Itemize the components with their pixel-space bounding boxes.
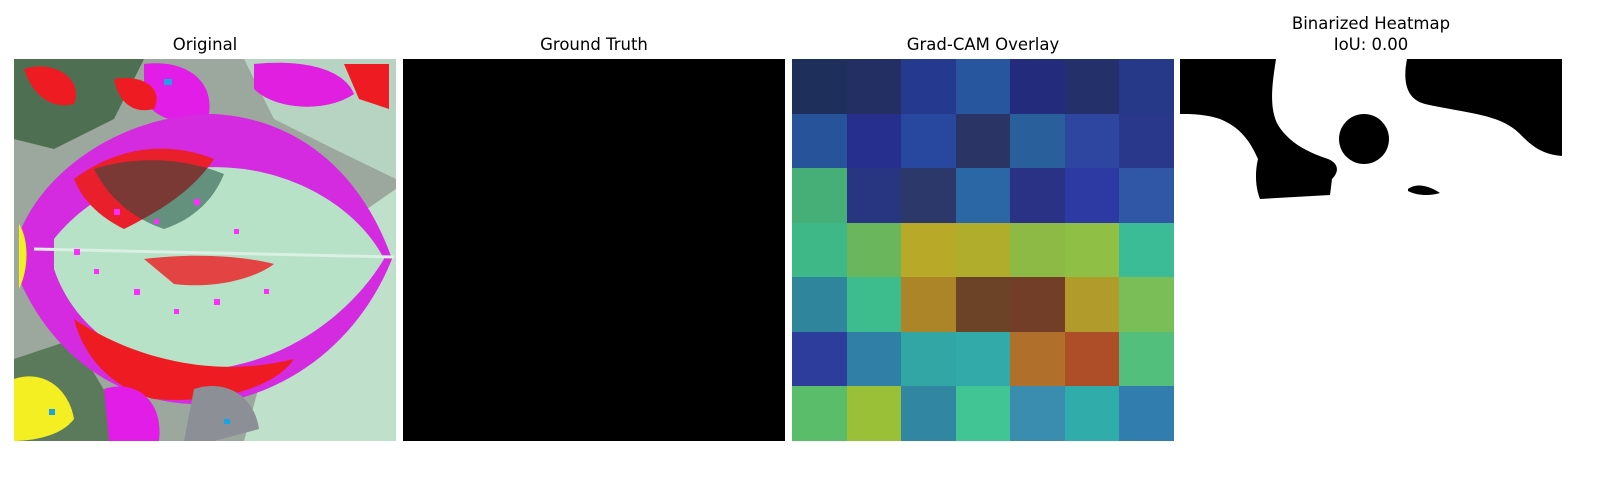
heatmap-cell [1064,331,1120,387]
heatmap-cell [1119,113,1174,169]
heatmap-cell [901,168,956,223]
heatmap-cell [955,168,1011,223]
heatmap-cell [1010,331,1065,387]
original-image [14,59,396,441]
heatmap-cell [1064,59,1120,114]
ground-truth-mask [403,59,785,441]
heatmap-cell [955,113,1011,169]
heatmap-cell [1119,386,1174,441]
heatmap-cell [846,386,902,441]
panel-gradcam: Grad-CAM Overlay [792,0,1174,500]
heatmap-cell [1119,277,1174,332]
iou-label: IoU: 0.00 [1333,35,1409,54]
heatmap-cell [792,168,847,223]
gradcam-heatmap [792,59,1174,441]
heatmap-cell [1064,386,1120,441]
heatmap-cell [955,222,1011,278]
heatmap-cell [846,277,902,332]
heatmap-cell [1064,113,1120,169]
heatmap-cell [955,277,1011,332]
heatmap-cell [1064,168,1120,223]
panel-title: Original [172,35,238,54]
heatmap-cell [792,222,847,278]
heatmap-cell [901,331,956,387]
panel-title: Grad-CAM Overlay [906,35,1060,54]
heatmap-cell [1119,59,1174,114]
heatmap-cell [1119,168,1174,223]
heatmap-cell [1119,222,1174,278]
heatmap-cell [846,222,902,278]
heatmap-cell [792,59,847,114]
panel-title: Binarized Heatmap [1291,14,1451,33]
heatmap-cell [955,59,1011,114]
heatmap-cell [1064,222,1120,278]
heatmap-cell [1064,277,1120,332]
heatmap-cell [901,113,956,169]
heatmap-cell [1010,222,1065,278]
heatmap-cell [1119,331,1174,387]
heatmap-cell [846,168,902,223]
binarized-mask [1180,59,1562,441]
heatmap-cell [1010,113,1065,169]
heatmap-cell [846,113,902,169]
heatmap-cell [792,277,847,332]
heatmap-cell [792,386,847,441]
heatmap-cell [955,331,1011,387]
heatmap-cell [901,222,956,278]
panel-original: Original [14,0,396,500]
heatmap-cell [846,59,902,114]
heatmap-cell [901,386,956,441]
heatmap-cell [901,59,956,114]
heatmap-cell [901,277,956,332]
heatmap-cell [955,386,1011,441]
heatmap-cell [792,331,847,387]
heatmap-cell [1010,277,1065,332]
heatmap-cell [846,331,902,387]
heatmap-cell [1010,386,1065,441]
heatmap-cell [1010,168,1065,223]
panel-ground-truth: Ground Truth [403,0,785,500]
panel-title: Ground Truth [540,35,648,54]
panel-binarized: Binarized Heatmap IoU: 0.00 [1180,0,1562,500]
heatmap-cell [1010,59,1065,114]
heatmap-cell [792,113,847,169]
